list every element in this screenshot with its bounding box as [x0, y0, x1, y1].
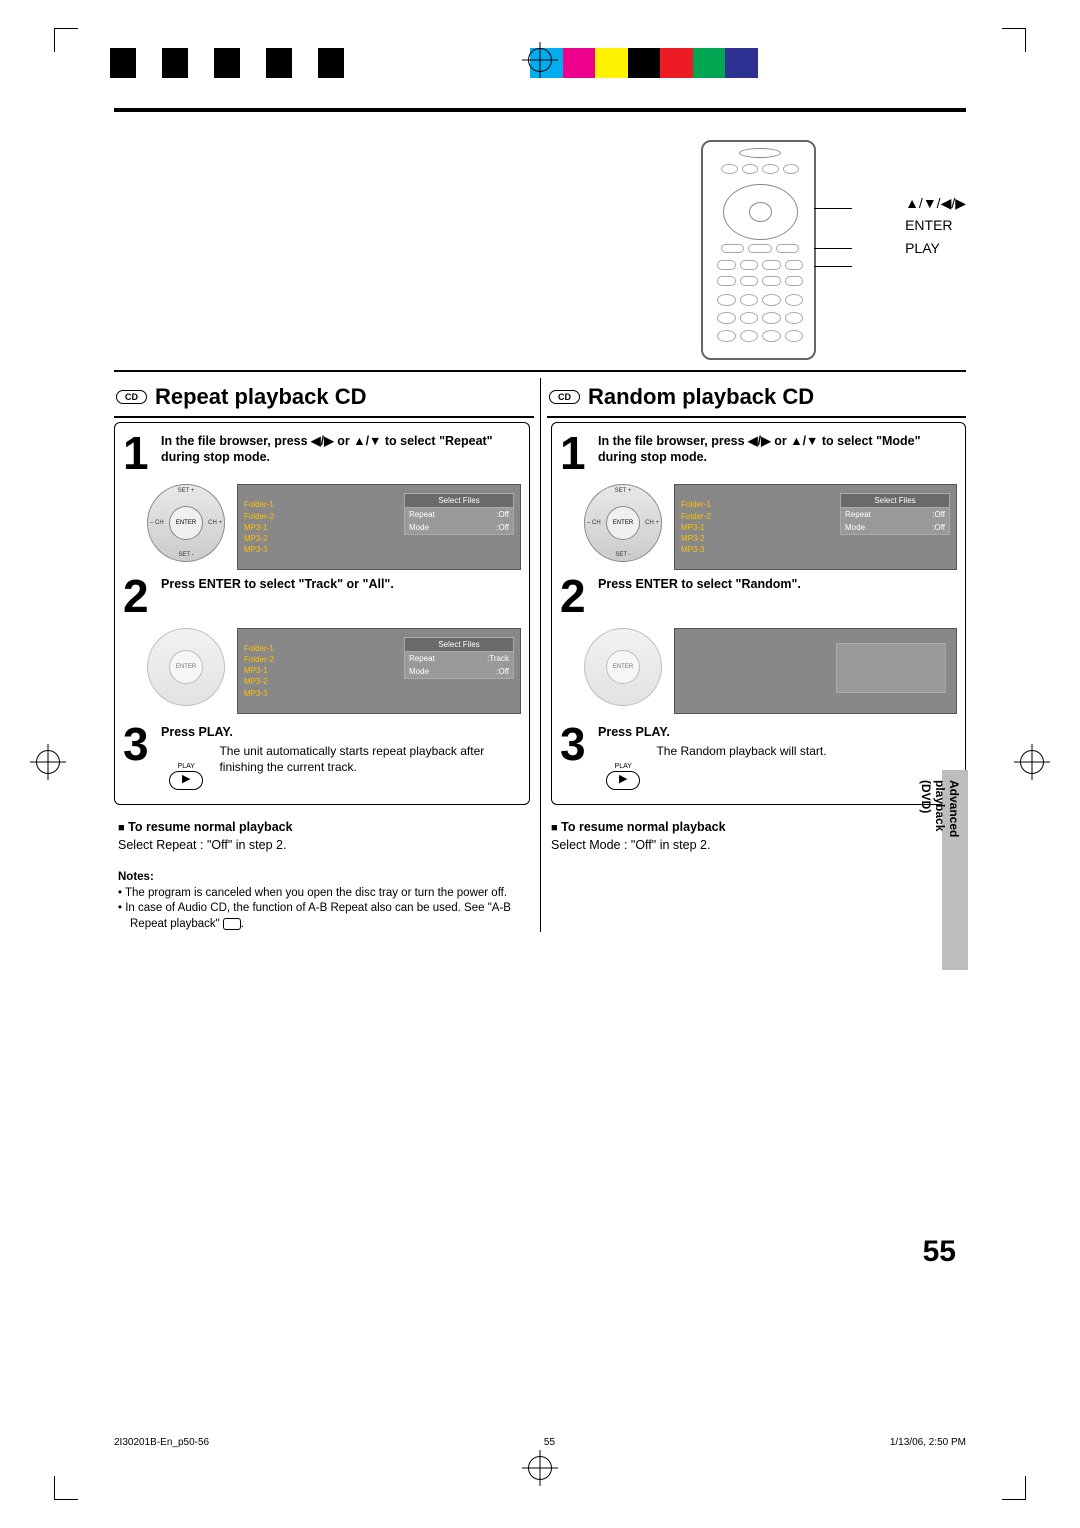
crop-mark: [1002, 28, 1026, 52]
cd-badge: CD: [116, 390, 147, 404]
resume-body: Select Mode : "Off" in step 2.: [551, 838, 710, 852]
color-bar-right: [530, 48, 790, 78]
nav-pad-icon: ENTER SET +SET - – CHCH +: [584, 484, 662, 562]
step-number: 1: [560, 433, 592, 474]
step-text: Press PLAY.: [598, 725, 670, 739]
play-label: PLAY: [615, 762, 632, 771]
nav-pad-icon: ENTER: [147, 628, 225, 706]
registration-mark: [522, 42, 558, 78]
step-number: 2: [123, 576, 155, 617]
play-label: PLAY: [178, 762, 195, 771]
resume-heading: To resume normal playback: [128, 820, 292, 834]
remote-diagram: [701, 140, 816, 360]
side-section-label: Advanced playback (DVD): [919, 780, 961, 837]
footer-pagenum: 55: [544, 1437, 555, 1448]
screen-mock: Folder-1Folder-2MP3-1MP3-2MP3-3Select Fi…: [237, 484, 521, 570]
cd-badge: CD: [549, 390, 580, 404]
divider: [114, 370, 966, 372]
remote-labels: ▲/▼/◀/▶ ENTER PLAY: [905, 192, 966, 259]
play-button-icon: ▶: [606, 771, 640, 790]
step-number: 3: [560, 724, 592, 790]
play-button-icon: ▶: [169, 771, 203, 790]
step-text: In the file browser, press ◀/▶ or ▲/▼ to…: [598, 434, 921, 464]
step-text: Press ENTER to select "Track" or "All".: [161, 577, 394, 591]
resume-heading: To resume normal playback: [561, 820, 725, 834]
resume-body: Select Repeat : "Off" in step 2.: [118, 838, 286, 852]
step-number: 3: [123, 724, 155, 790]
screen-mock: [674, 628, 957, 714]
footer: 2I30201B-En_p50-56 55 1/13/06, 2:50 PM: [114, 1437, 966, 1448]
play-label: PLAY: [905, 237, 966, 259]
crop-mark: [54, 28, 78, 52]
section-title: Random playback CD: [588, 384, 814, 410]
registration-mark: [1014, 744, 1050, 780]
arrows-label: ▲/▼/◀/▶: [905, 192, 966, 214]
screen-mock: Folder-1Folder-2MP3-1MP3-2MP3-3Select Fi…: [674, 484, 957, 570]
step-number: 2: [560, 576, 592, 617]
step-description: The Random playback will start.: [656, 744, 826, 760]
page-number: 55: [923, 1235, 956, 1269]
random-column: CD Random playback CD 1 In the file brow…: [540, 378, 966, 932]
footer-date: 1/13/06, 2:50 PM: [890, 1437, 966, 1448]
nav-pad-icon: ENTER: [584, 628, 662, 706]
notes-heading: Notes:: [118, 871, 154, 883]
registration-mark: [522, 1450, 558, 1486]
repeat-column: CD Repeat playback CD 1 In the file brow…: [114, 378, 540, 932]
footer-file: 2I30201B-En_p50-56: [114, 1437, 209, 1448]
header-rule: [114, 108, 966, 112]
step-text: In the file browser, press ◀/▶ or ▲/▼ to…: [161, 434, 493, 464]
crop-mark: [1002, 1476, 1026, 1500]
step-description: The unit automatically starts repeat pla…: [219, 744, 521, 775]
enter-label: ENTER: [905, 214, 966, 236]
nav-pad-icon: ENTER SET +SET - – CHCH +: [147, 484, 225, 562]
crop-mark: [54, 1476, 78, 1500]
step-number: 1: [123, 433, 155, 474]
step-text: Press ENTER to select "Random".: [598, 577, 801, 591]
color-bar-left: [110, 48, 370, 78]
registration-mark: [30, 744, 66, 780]
section-title: Repeat playback CD: [155, 384, 367, 410]
notes-list: The program is canceled when you open th…: [118, 886, 530, 933]
step-text: Press PLAY.: [161, 725, 233, 739]
screen-mock: Folder-1Folder-2MP3-1MP3-2MP3-3Select Fi…: [237, 628, 521, 714]
